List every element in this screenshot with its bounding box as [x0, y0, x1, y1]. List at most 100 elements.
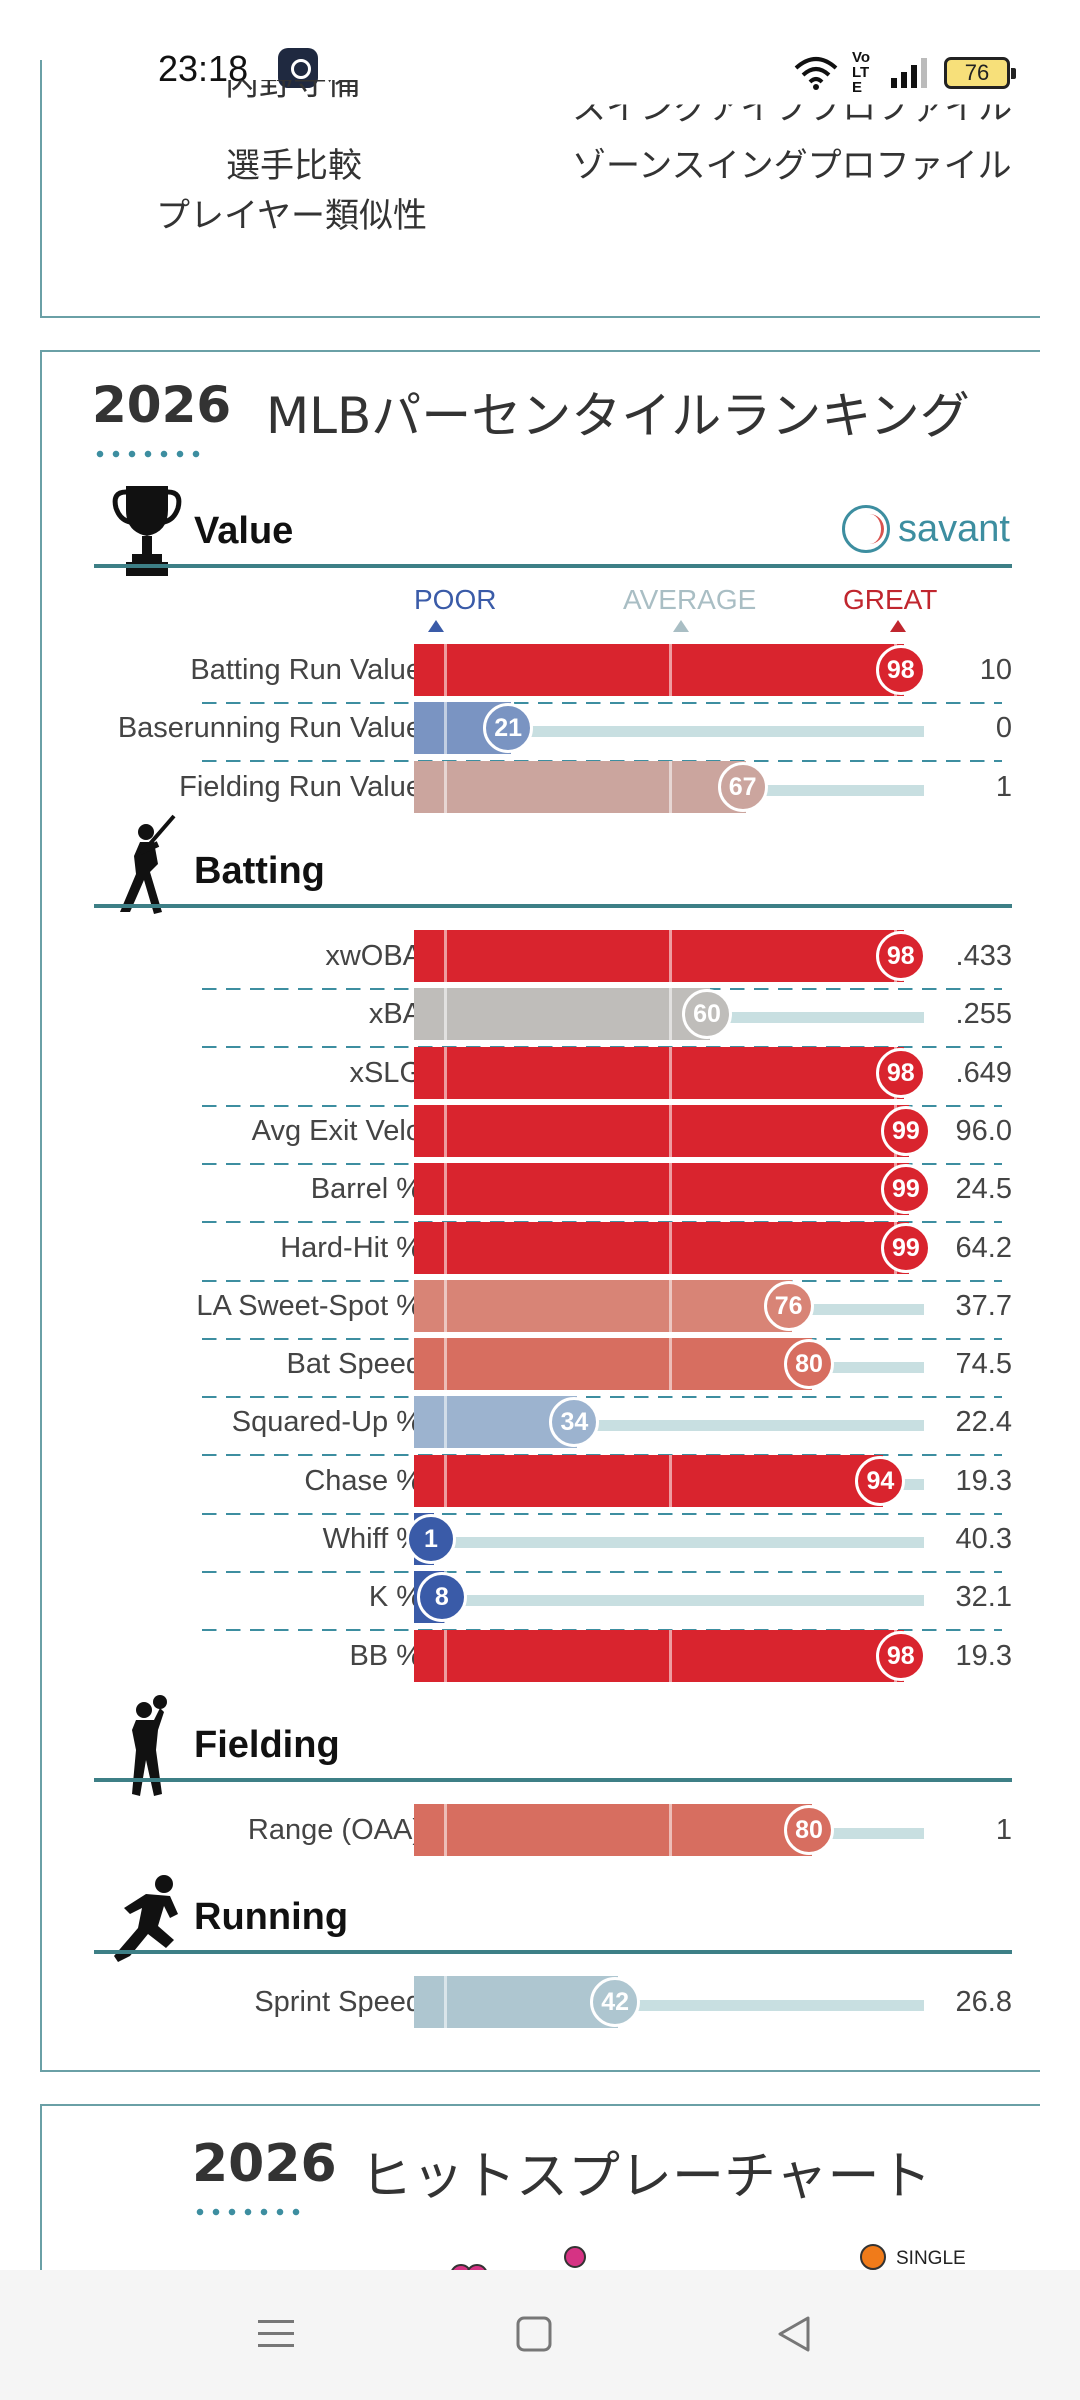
- scale-great-label: GREAT: [843, 584, 938, 615]
- section-title-running: Running: [194, 1896, 349, 1938]
- legend-single-label: SINGLE: [896, 2248, 966, 2269]
- metric-row[interactable]: LA Sweet-Spot % 76 37.7: [42, 1279, 1042, 1340]
- metric-row[interactable]: xBA 60 .255: [42, 988, 1042, 1049]
- bar-tick: [669, 1338, 672, 1391]
- percentile-circle: 99: [880, 1105, 931, 1156]
- bar-tick: [669, 1104, 672, 1157]
- percentile-circle: 21: [483, 703, 534, 754]
- bar-tick: [669, 1221, 672, 1274]
- metric-track: [414, 1537, 924, 1548]
- percentile-circle: 99: [880, 1222, 931, 1273]
- bar-tick: [669, 1046, 672, 1099]
- percentile-bar: [414, 1046, 904, 1099]
- bar-tick: [669, 1279, 672, 1332]
- metric-value: 74.5: [955, 1348, 1012, 1381]
- metric-row[interactable]: Chase % 94 19.3: [42, 1454, 1042, 1515]
- bar-tick: [444, 1163, 447, 1216]
- percentile-circle: 80: [784, 1805, 834, 1855]
- metric-track: [414, 2000, 924, 2011]
- metric-value: 26.8: [955, 1986, 1012, 2018]
- percentile-bar: [414, 1221, 909, 1274]
- section-divider-fielding: [94, 1778, 1012, 1782]
- metric-value: 1: [995, 1814, 1012, 1846]
- metric-label: K %: [368, 1581, 422, 1614]
- metric-value: 37.7: [955, 1289, 1012, 1322]
- percentile-circle: 76: [763, 1280, 814, 1331]
- scale-average-label: AVERAGE: [623, 584, 757, 615]
- metric-label: BB %: [349, 1639, 422, 1672]
- scale-poor-marker: [428, 620, 444, 632]
- metric-value: 40.3: [955, 1523, 1012, 1555]
- percentile-bar: [414, 1454, 884, 1507]
- notification-app-icon: [278, 48, 318, 88]
- bar-tick: [444, 1221, 447, 1274]
- nav-link-player-similarity[interactable]: プレイヤー類似性: [156, 196, 427, 236]
- metric-row[interactable]: Hard-Hit % 99 64.2: [42, 1221, 1042, 1282]
- metric-value: 10: [979, 654, 1012, 686]
- metric-row[interactable]: xSLG 98 .649: [42, 1046, 1042, 1107]
- card-title-year: 2026: [92, 376, 232, 434]
- row-separator: [202, 1396, 1002, 1399]
- nav-link-infield-defense[interactable]: 内野守備: [225, 63, 361, 104]
- metric-row[interactable]: Squared-Up % 34 22.4: [42, 1396, 1042, 1457]
- metric-label: Barrel %: [310, 1173, 422, 1206]
- row-separator: [202, 1512, 1002, 1515]
- section-title-fielding: Fielding: [194, 1724, 340, 1766]
- percentile-bar: [414, 988, 710, 1041]
- volte-icon: Vo LTE: [852, 50, 876, 95]
- metric-row[interactable]: Barrel % 99 24.5: [42, 1163, 1042, 1224]
- percentile-circle: 98: [875, 931, 926, 981]
- percentile-bar: [414, 1104, 909, 1157]
- metric-label: Baserunning Run Value: [117, 712, 422, 745]
- volte-label: Vo LTE: [852, 49, 871, 96]
- row-separator: [202, 1571, 1002, 1573]
- percentile-circle: 98: [875, 645, 926, 695]
- metric-label: Avg Exit Velo: [251, 1114, 422, 1147]
- nav-link-player-comparison[interactable]: 選手比較: [226, 146, 362, 186]
- metric-row[interactable]: K % 8 32.1: [42, 1571, 1042, 1632]
- metric-row[interactable]: Baserunning Run Value 21 0: [42, 702, 1042, 763]
- metric-label: xSLG: [349, 1056, 422, 1089]
- status-icons: Vo LTE 76: [794, 50, 1016, 95]
- system-nav-bar: [0, 2270, 1080, 2400]
- metric-row[interactable]: Sprint Speed 42 26.8: [42, 1976, 1042, 2034]
- metric-row[interactable]: xwOBA 98 .433: [42, 930, 1042, 990]
- metric-label: Squared-Up %: [231, 1406, 422, 1439]
- bar-tick: [444, 988, 447, 1041]
- home-icon[interactable]: [514, 2314, 554, 2354]
- metric-label: Range (OAA): [247, 1814, 422, 1846]
- nav-link-swing-profile[interactable]: スイングアイブプロファイル: [572, 88, 1013, 129]
- metric-row[interactable]: Whiff % 1 40.3: [42, 1513, 1042, 1573]
- bar-tick: [444, 702, 447, 755]
- metric-value: 1: [995, 770, 1012, 803]
- bar-tick: [444, 1396, 447, 1449]
- spray-chart-card: 2026 ヒットスプレーチャート SINGLE: [40, 2104, 1040, 2400]
- metric-row[interactable]: Bat Speed 80 74.5: [42, 1338, 1042, 1399]
- metric-label: Sprint Speed: [254, 1986, 422, 2018]
- metric-value: 19.3: [955, 1464, 1012, 1497]
- metric-row[interactable]: Fielding Run Value 67 1: [42, 760, 1042, 819]
- metric-label: Whiff %: [322, 1523, 422, 1555]
- metric-row[interactable]: Range (OAA) 80 1: [42, 1804, 1042, 1862]
- metric-row[interactable]: BB % 98 19.3: [42, 1629, 1042, 1688]
- nav-link-zone-swing-profile[interactable]: ゾーンスイングプロファイル: [572, 146, 1012, 186]
- metric-value: 19.3: [955, 1639, 1012, 1672]
- percentile-circle: 99: [880, 1164, 931, 1215]
- spray-hit-dot: [564, 2246, 586, 2268]
- metric-value: 32.1: [955, 1581, 1012, 1614]
- recent-apps-icon[interactable]: [256, 2314, 296, 2354]
- scale-great-marker: [890, 620, 906, 632]
- status-bar: 23:18 Vo LTE 76: [0, 0, 1080, 100]
- percentile-circle: 42: [590, 1977, 641, 2027]
- metric-value: .255: [955, 998, 1012, 1031]
- spray-title-underline-dots: [192, 2208, 304, 2216]
- title-underline-dots: [92, 450, 204, 458]
- bar-tick: [669, 1163, 672, 1216]
- runner-icon: [114, 1875, 178, 1962]
- metric-row[interactable]: Avg Exit Velo 99 96.0: [42, 1104, 1042, 1165]
- savant-logo[interactable]: savant: [842, 505, 1010, 553]
- back-icon[interactable]: [774, 2314, 814, 2354]
- percentile-bar: [414, 1629, 904, 1682]
- metric-row[interactable]: Batting Run Value 98 10: [42, 644, 1042, 704]
- percentile-bar: [414, 1976, 619, 2028]
